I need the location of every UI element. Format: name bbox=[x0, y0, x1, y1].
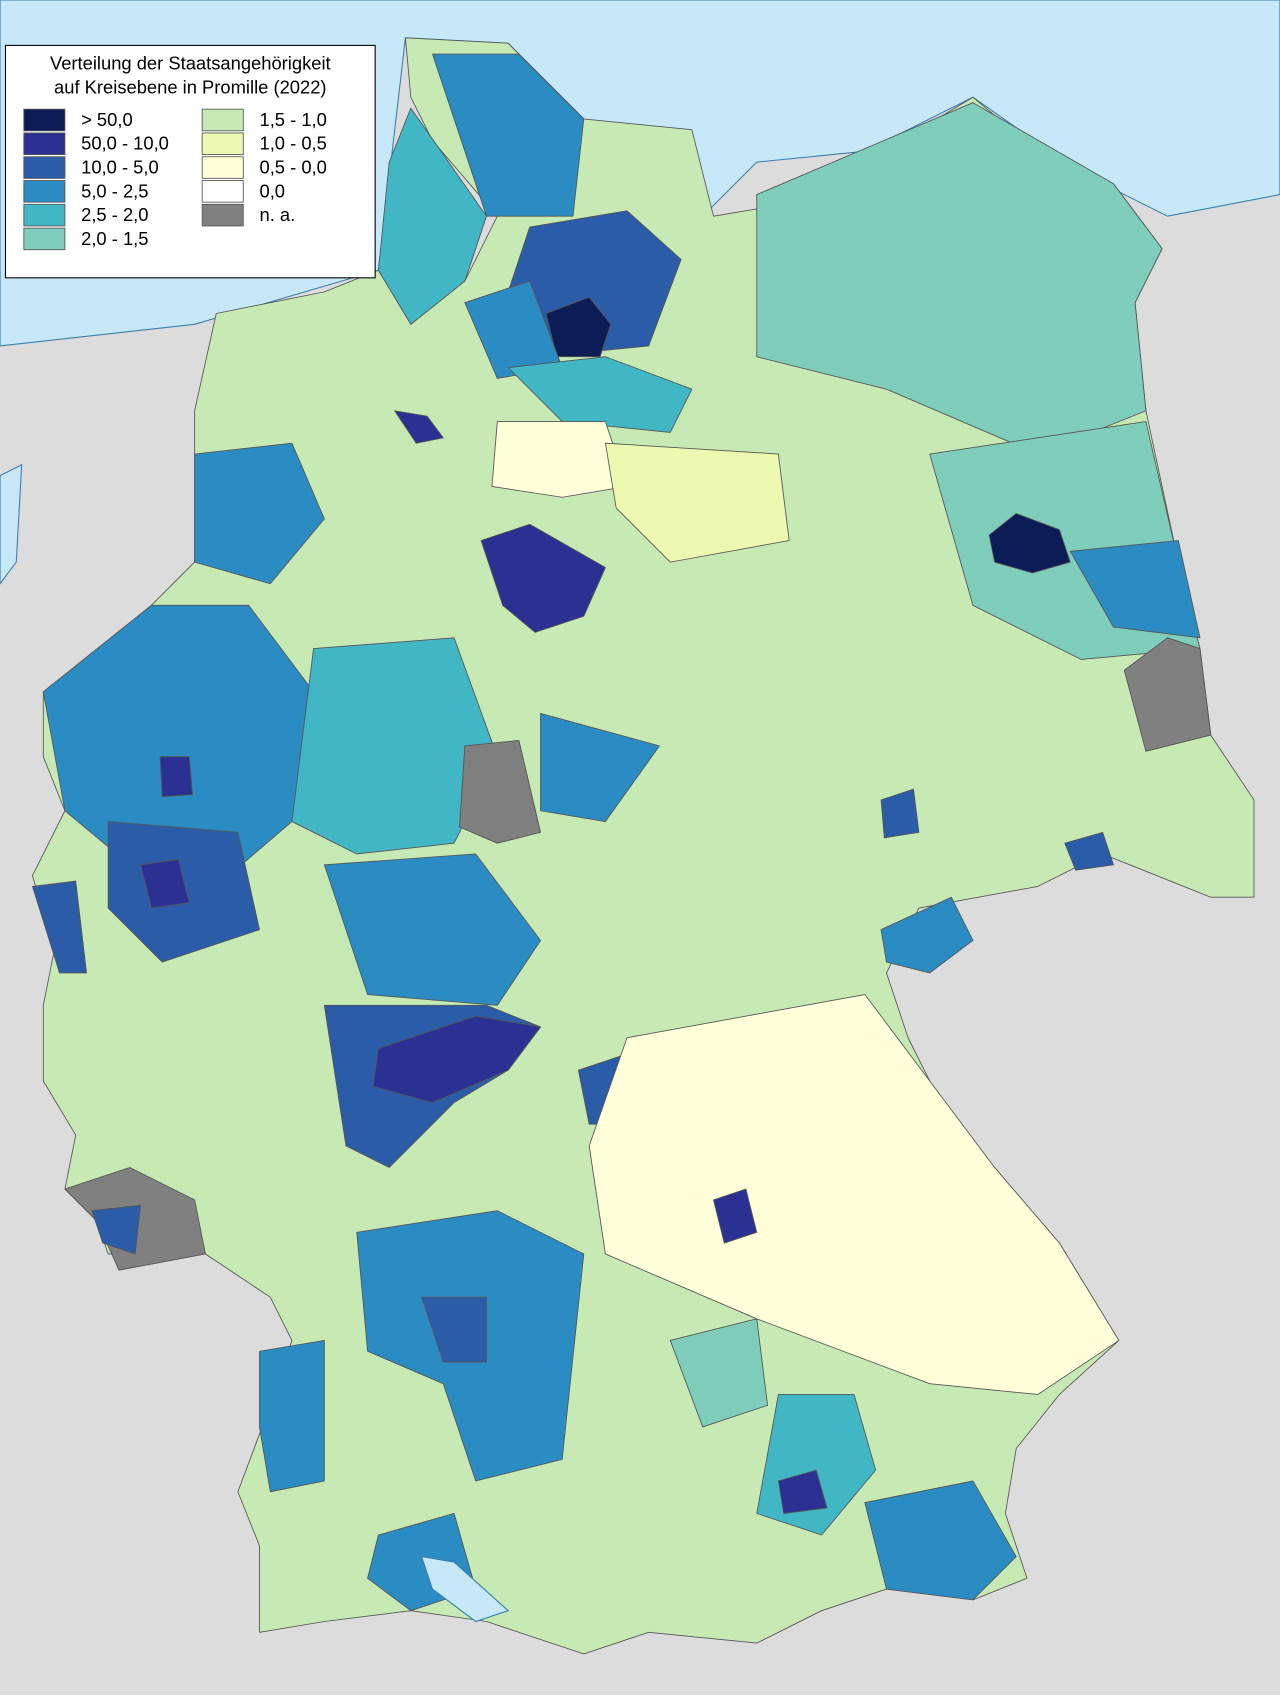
region bbox=[140, 858, 190, 909]
legend-swatch bbox=[201, 203, 244, 227]
region bbox=[194, 442, 325, 585]
region bbox=[880, 788, 920, 839]
region bbox=[880, 896, 974, 974]
legend-swatch bbox=[23, 180, 66, 203]
bremen bbox=[394, 410, 444, 444]
legend-label: 2,0 - 1,5 bbox=[81, 228, 148, 249]
region bbox=[1123, 637, 1212, 752]
legend-label: 10,0 - 5,0 bbox=[81, 156, 159, 177]
region bbox=[323, 853, 541, 1006]
legend-label: 1,5 - 1,0 bbox=[259, 109, 326, 130]
legend-title: auf Kreisebene in Promille (2022) bbox=[54, 77, 326, 98]
legend-swatch bbox=[201, 180, 244, 203]
region bbox=[459, 740, 541, 844]
region bbox=[864, 1480, 1017, 1601]
legend-label: 1,0 - 0,5 bbox=[259, 133, 326, 154]
legend-swatch bbox=[23, 227, 66, 251]
legend-swatch bbox=[23, 108, 66, 132]
region bbox=[588, 994, 1120, 1395]
legend-swatch bbox=[201, 132, 244, 156]
legend-label: 50,0 - 10,0 bbox=[81, 133, 169, 154]
region bbox=[1069, 540, 1201, 639]
legend-swatch bbox=[201, 156, 244, 179]
legend-box bbox=[4, 44, 376, 279]
legend-swatch bbox=[23, 203, 66, 227]
legend-label: > 50,0 bbox=[81, 109, 133, 130]
region bbox=[32, 880, 87, 974]
legend-title: Verteilung der Staatsangehörigkeit bbox=[50, 53, 331, 74]
region bbox=[491, 421, 628, 498]
legend-swatch bbox=[23, 156, 66, 179]
region bbox=[377, 107, 487, 325]
nuernberg bbox=[713, 1188, 758, 1244]
frankfurt bbox=[372, 1015, 541, 1104]
legend-label: 0,0 bbox=[259, 180, 285, 201]
region bbox=[421, 1296, 487, 1363]
region bbox=[604, 442, 790, 563]
regions bbox=[32, 37, 1255, 1655]
region bbox=[291, 637, 498, 855]
region bbox=[1064, 831, 1114, 871]
sea-inlet bbox=[0, 463, 23, 585]
legend-swatch bbox=[23, 132, 66, 156]
legend-label: 5,0 - 2,5 bbox=[81, 180, 148, 201]
region bbox=[91, 1204, 142, 1255]
region bbox=[432, 53, 585, 217]
legend-label: 0,5 - 0,0 bbox=[259, 156, 326, 177]
berlin bbox=[988, 513, 1071, 574]
legend-label: 2,5 - 2,0 bbox=[81, 204, 148, 225]
legend: Verteilung der Staatsangehörigkeit auf Kr… bbox=[4, 44, 376, 279]
region bbox=[540, 713, 660, 822]
region bbox=[259, 1340, 325, 1493]
region bbox=[507, 356, 693, 433]
muenchen bbox=[777, 1469, 828, 1514]
region bbox=[669, 1318, 768, 1428]
hannover bbox=[480, 523, 606, 633]
legend-label: n. a. bbox=[259, 204, 295, 225]
legend-swatch bbox=[201, 108, 244, 132]
region bbox=[159, 756, 193, 798]
region bbox=[756, 102, 1163, 455]
lake-constance bbox=[420, 1555, 510, 1623]
